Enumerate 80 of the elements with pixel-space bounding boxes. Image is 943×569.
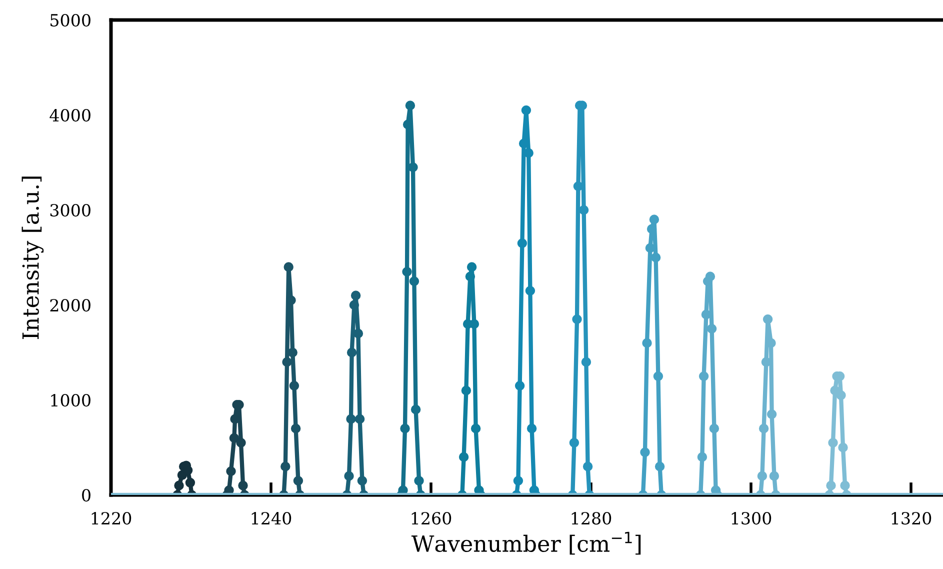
point — [408, 162, 418, 172]
point — [569, 438, 580, 448]
point — [346, 414, 356, 424]
point — [706, 324, 717, 334]
point — [174, 480, 184, 490]
x-tick-label: 1220 — [92, 512, 132, 525]
point — [642, 338, 652, 348]
point — [826, 480, 836, 490]
point — [470, 424, 481, 434]
point — [410, 404, 421, 414]
x-axis-title: Wavenumber [cm$^{−1}$] — [411, 532, 641, 555]
point — [466, 262, 477, 272]
point — [293, 476, 304, 486]
point — [572, 314, 582, 324]
y-axis-title: Intensity [a.u.] — [22, 176, 44, 340]
y-tick-label: 2000 — [50, 298, 90, 312]
y-tick-label: 3000 — [50, 204, 90, 217]
point — [288, 348, 298, 358]
point — [828, 438, 838, 448]
point — [525, 286, 536, 296]
point — [838, 442, 848, 452]
point — [762, 314, 773, 324]
point — [405, 100, 416, 110]
point — [280, 462, 290, 472]
point — [640, 447, 650, 458]
point — [458, 452, 469, 462]
point — [414, 476, 424, 486]
point — [698, 371, 709, 382]
point — [646, 224, 657, 234]
point — [578, 205, 589, 215]
y-tick-label: 4000 — [50, 108, 90, 122]
point — [289, 380, 300, 391]
point — [709, 424, 720, 434]
point — [353, 328, 364, 338]
point — [697, 452, 708, 462]
point — [521, 105, 532, 116]
point — [290, 424, 301, 434]
y-tick-label: 1000 — [51, 394, 90, 407]
point — [344, 471, 354, 481]
point — [282, 357, 292, 367]
point — [185, 478, 196, 488]
point — [840, 480, 850, 490]
point — [465, 272, 476, 282]
point — [836, 390, 846, 400]
point — [346, 348, 357, 358]
point — [226, 466, 236, 476]
y-tick-label: 0 — [82, 488, 90, 502]
point — [649, 214, 660, 224]
y-tick-label: 5000 — [50, 14, 90, 27]
point — [582, 462, 593, 472]
point — [350, 290, 361, 300]
x-tick-label: 1260 — [412, 512, 452, 525]
x-tick-label: 1320 — [892, 512, 932, 525]
point — [284, 262, 294, 272]
point — [229, 433, 240, 443]
point — [654, 462, 665, 472]
point — [526, 424, 537, 434]
x-tick-label: 1240 — [252, 512, 292, 525]
point — [514, 380, 525, 391]
point — [757, 471, 768, 481]
point — [758, 424, 769, 434]
point — [400, 424, 410, 434]
point — [409, 276, 420, 286]
point — [513, 476, 524, 486]
point — [705, 272, 716, 282]
x-tick-label: 1280 — [572, 512, 612, 525]
point — [349, 300, 360, 310]
point — [402, 266, 412, 277]
point — [581, 357, 592, 367]
point — [650, 252, 661, 262]
point — [517, 238, 528, 248]
point — [769, 471, 780, 481]
point — [653, 371, 664, 382]
point — [766, 409, 777, 420]
point — [357, 476, 368, 486]
point — [238, 480, 248, 490]
point — [461, 386, 472, 396]
x-tick-label: 1300 — [732, 512, 772, 525]
point — [236, 438, 246, 448]
point — [354, 414, 365, 424]
